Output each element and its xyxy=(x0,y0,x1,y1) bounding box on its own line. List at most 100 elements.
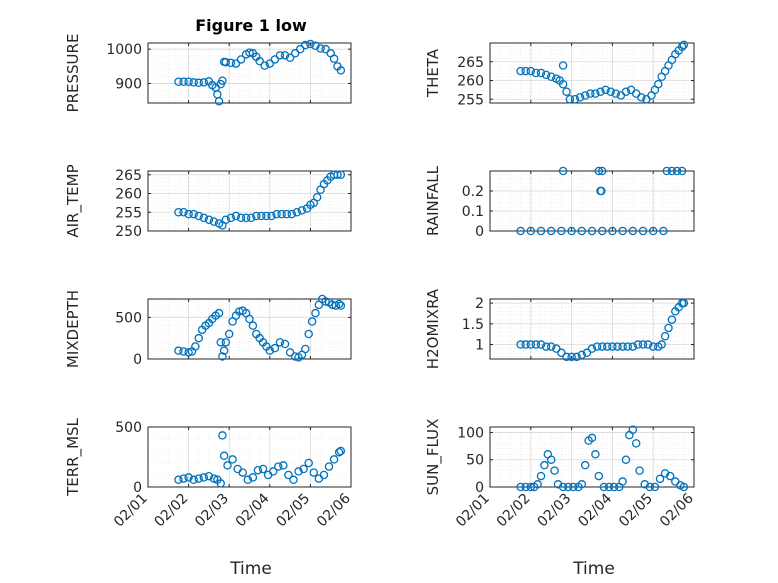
data-point xyxy=(223,461,232,470)
data-point xyxy=(546,455,556,464)
data-point xyxy=(236,55,246,64)
data-point xyxy=(660,331,670,341)
data-point xyxy=(194,333,203,343)
data-point xyxy=(285,348,295,357)
data-point xyxy=(336,66,346,75)
data-point xyxy=(662,166,672,176)
y-tick-label: 260 xyxy=(457,74,484,90)
data-point xyxy=(314,474,324,483)
data-point xyxy=(577,480,587,489)
data-point xyxy=(333,170,342,179)
data-point xyxy=(597,166,607,176)
data-point xyxy=(601,85,610,95)
data-point xyxy=(587,226,597,236)
y-axis-label: RAINFALL xyxy=(424,165,442,236)
data-point xyxy=(280,339,290,349)
data-point xyxy=(580,91,590,100)
data-point xyxy=(521,482,530,492)
data-point xyxy=(218,76,227,85)
data-point xyxy=(603,342,612,351)
axes-mixdepth: 0 500 MIXDEPTH xyxy=(64,290,352,368)
data-point xyxy=(546,342,556,351)
data-point xyxy=(294,467,303,476)
data-point xyxy=(648,226,658,236)
data-point xyxy=(334,447,344,457)
data-point xyxy=(638,340,648,349)
axes-box xyxy=(147,426,352,488)
data-point xyxy=(592,342,602,351)
data-point xyxy=(289,475,298,485)
data-point xyxy=(569,482,578,492)
data-point xyxy=(679,482,689,492)
data-point xyxy=(199,473,209,482)
data-point xyxy=(231,59,241,68)
data-point xyxy=(591,89,600,98)
y-tick-label: 265 xyxy=(457,55,484,71)
data-point xyxy=(226,58,236,68)
data-point xyxy=(299,464,308,474)
data-point xyxy=(557,348,566,358)
data-point xyxy=(623,342,632,351)
x-tick-label: 02/04 xyxy=(575,490,615,530)
x-tick-label: 02/03 xyxy=(192,491,232,531)
data-point xyxy=(285,53,295,62)
data-point xyxy=(611,89,621,98)
data-point xyxy=(606,87,615,97)
data-point xyxy=(329,455,339,464)
data-point xyxy=(268,467,278,476)
data-point xyxy=(252,211,261,221)
y-axis-label: H2OMIXRA xyxy=(424,288,442,369)
data-point xyxy=(336,170,346,179)
data-point xyxy=(621,455,631,464)
x-tick-label: 02/05 xyxy=(273,491,313,531)
x-tick-label: 02/01 xyxy=(453,491,493,531)
data-point xyxy=(558,482,568,492)
data-point xyxy=(265,59,275,68)
data-point xyxy=(526,340,536,349)
data-point xyxy=(567,352,576,362)
data-point xyxy=(194,78,203,88)
data-point xyxy=(563,482,573,492)
data-point xyxy=(319,470,329,480)
y-tick-label: 500 xyxy=(115,310,142,326)
data-point xyxy=(336,446,346,456)
data-point xyxy=(665,471,675,481)
data-point xyxy=(654,80,663,89)
data-point xyxy=(265,346,275,355)
data-point xyxy=(536,226,546,236)
data-point xyxy=(631,439,641,448)
data-point xyxy=(540,460,549,470)
data-point xyxy=(572,352,581,362)
data-point xyxy=(648,342,658,351)
data-point xyxy=(184,77,193,86)
data-point xyxy=(526,226,536,236)
data-point xyxy=(270,343,280,353)
data-point xyxy=(533,480,542,489)
x-tick-label: 02/06 xyxy=(657,490,697,530)
data-point xyxy=(324,462,334,471)
data-point xyxy=(270,55,280,64)
data-point xyxy=(336,301,346,310)
data-point xyxy=(218,352,227,361)
data-point xyxy=(531,340,541,349)
y-tick-label: 100 xyxy=(457,425,484,441)
data-point xyxy=(174,346,183,355)
data-point xyxy=(255,56,264,66)
data-point xyxy=(679,40,689,50)
y-axis-label: THETA xyxy=(424,48,442,98)
data-point xyxy=(516,340,525,349)
data-point xyxy=(521,340,530,349)
data-point xyxy=(631,89,641,98)
time-label-right: Time xyxy=(572,559,615,579)
y-tick-label: 0 xyxy=(133,352,142,368)
data-point xyxy=(609,482,619,492)
data-point xyxy=(597,342,607,351)
data-point xyxy=(277,209,286,219)
data-point xyxy=(224,329,234,339)
data-point xyxy=(209,217,219,226)
x-tick-label: 02/06 xyxy=(314,490,354,530)
data-point xyxy=(587,433,597,443)
data-point xyxy=(604,482,614,492)
data-point xyxy=(174,207,183,217)
